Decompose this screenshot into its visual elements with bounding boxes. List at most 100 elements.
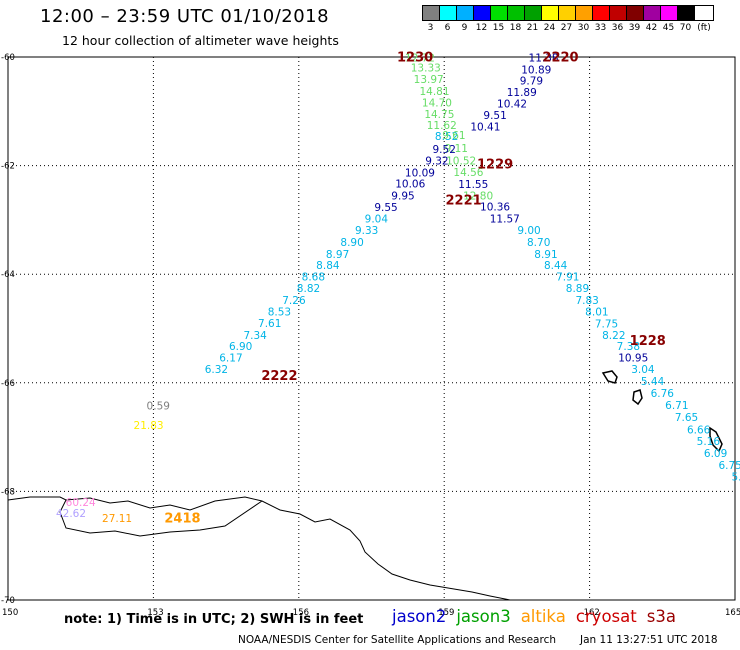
legend-swatch (491, 6, 508, 20)
legend-swatch (678, 6, 695, 20)
map-title: 12:00 – 23:59 UTC 01/10/2018 (40, 6, 330, 27)
lon-tick-label: 165 (725, 608, 740, 618)
legend-label: 3 (427, 23, 434, 33)
legend-swatches (422, 5, 714, 21)
wave-height-value: 8.89 (566, 283, 589, 295)
legend-swatch (559, 6, 576, 20)
wave-height-value: 10.89 (521, 64, 551, 76)
legend-label: 42 (645, 23, 658, 33)
wave-height-value: 8.68 (302, 272, 325, 284)
map-frame (7, 56, 736, 601)
wave-height-value: 10.52 (446, 156, 476, 168)
wave-height-value: 9.00 (517, 225, 540, 237)
legend-swatch (423, 6, 440, 20)
lon-tick-label: 153 (147, 608, 163, 618)
wave-height-value: 14.75 (424, 109, 454, 121)
wave-height-value: 5.8 (731, 472, 740, 484)
legend-label: 15 (492, 23, 505, 33)
legend-label: 70 (679, 23, 692, 33)
legend-label: 12 (475, 23, 488, 33)
island-3 (709, 426, 723, 453)
pass-time-labels: 1230 2220 1229 2221 2222 1228 2418 (164, 50, 665, 526)
pass-time-label: 1230 (397, 50, 433, 65)
wave-height-value: 8.97 (326, 249, 349, 261)
credit-text: NOAA/NESDIS Center for Satellite Applica… (238, 634, 556, 646)
wave-height-value: 7.38 (617, 341, 640, 353)
legend-label: 21 (526, 23, 539, 33)
wave-height-value: 5.44 (641, 376, 665, 388)
wave-height-value: 14.81 (419, 86, 449, 98)
legend-label: 9 (461, 23, 468, 33)
lat-tick-label: -64 (1, 270, 15, 280)
wave-height-value: 10.95 (618, 353, 648, 365)
wave-height-value: 9.79 (520, 76, 543, 88)
legend-label: 45 (662, 23, 675, 33)
legend-swatch (661, 6, 678, 20)
legend-label: 27 (560, 23, 573, 33)
wave-height-value: 10.06 (395, 178, 425, 190)
satellite-s3a: s3a (646, 607, 676, 626)
wave-height-points: 12.7213.3313.9714.8114.7014.7511.628.529… (56, 52, 740, 524)
pass-time-label: 2222 (261, 369, 297, 384)
island-2 (632, 389, 643, 406)
wave-height-value: 6.75 (718, 460, 740, 472)
lat-tick-label: -68 (1, 487, 15, 497)
lat-tick-label: -70 (1, 596, 15, 606)
wave-height-value: 11.55 (458, 179, 488, 191)
wave-height-value: 6.90 (229, 341, 252, 353)
wave-height-value: 8.84 (316, 260, 340, 272)
legend-swatch (474, 6, 491, 20)
legend-swatch (457, 6, 474, 20)
pass-time-label: 2220 (542, 50, 578, 65)
wave-height-value: 5.16 (697, 436, 721, 448)
wave-height-value: 9.32 (425, 156, 448, 168)
wave-height-value: 11.38 (529, 52, 559, 64)
lat-tick-label: -66 (1, 379, 15, 389)
wave-height-value: 10.09 (405, 167, 435, 179)
lon-tick-label: 156 (293, 608, 309, 618)
wave-height-value: 8.82 (297, 283, 320, 295)
legend-swatch (610, 6, 627, 20)
wave-height-value: 11.62 (427, 120, 457, 132)
wave-height-value: 11.89 (507, 87, 537, 99)
wave-height-value: 6.71 (665, 400, 688, 412)
legend-label: 18 (509, 23, 522, 33)
satellite-legend: jason2 jason3 altika cryosat s3a (392, 607, 686, 626)
wave-height-value: 9.52 (433, 144, 456, 156)
legend-label: 30 (577, 23, 590, 33)
wave-height-value: 9.95 (391, 190, 414, 202)
lat-tick-label: -62 (1, 162, 15, 172)
coastline (7, 370, 723, 601)
legend-unit: (ft) (697, 23, 711, 33)
legend-label: 33 (594, 23, 607, 33)
wave-height-value: 8.53 (268, 306, 291, 318)
wave-height-value: 6.66 (687, 424, 711, 436)
island-1 (601, 370, 618, 384)
legend-swatch (508, 6, 525, 20)
wave-height-value: 13.33 (411, 63, 441, 75)
wave-height-value: 0.59 (147, 400, 170, 412)
wave-height-value: 11.57 (490, 214, 520, 226)
wave-height-value: 12.80 (463, 190, 493, 202)
wave-height-value: 8.70 (527, 237, 550, 249)
wave-height-value: 6.09 (704, 448, 727, 460)
legend-swatch (576, 6, 593, 20)
wave-height-value: 14.70 (422, 97, 452, 109)
legend-swatch (525, 6, 542, 20)
legend-swatch (593, 6, 610, 20)
wave-height-value: 14.56 (453, 167, 483, 179)
wave-height-value: 8.01 (585, 306, 608, 318)
satellite-cryosat: cryosat (575, 607, 637, 626)
map-grid (7, 56, 736, 601)
wave-height-value: 7.83 (575, 295, 598, 307)
map-subtitle: 12 hour collection of altimeter wave hei… (62, 33, 339, 48)
timestamp-text: Jan 11 13:27:51 UTC 2018 (580, 634, 718, 646)
wave-height-value: 8.52 (435, 131, 458, 143)
wave-height-value: 12.72 (405, 52, 435, 64)
wave-height-value: 7.26 (282, 295, 306, 307)
wave-height-value: 6.17 (219, 353, 242, 365)
wave-height-value: 10.36 (480, 202, 510, 214)
wave-height-value: 9.51 (483, 110, 506, 122)
ice-shelf-edge (59, 499, 263, 537)
